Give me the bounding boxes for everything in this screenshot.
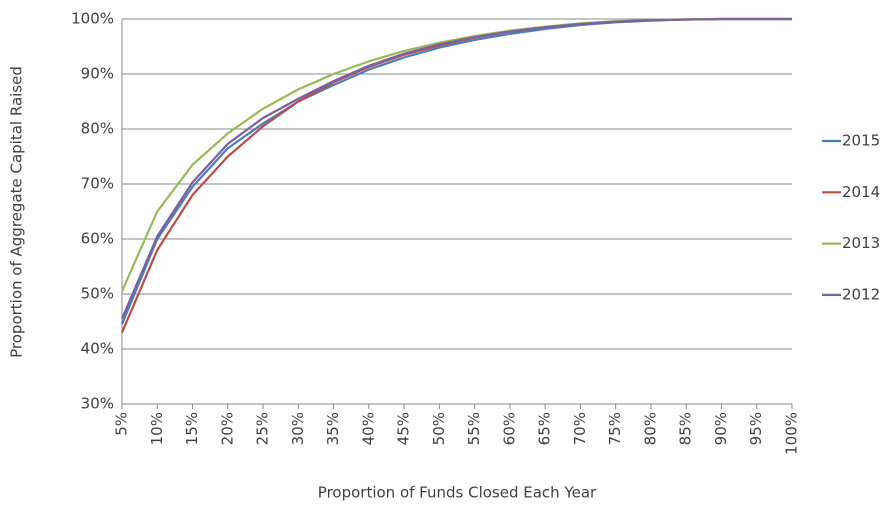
y-axis-title: Proportion of Aggregate Capital Raised	[8, 66, 26, 358]
series-line	[120, 17, 792, 333]
x-tick-label: 45%	[395, 412, 413, 445]
x-tick-label: 25%	[254, 412, 272, 445]
x-tick-label: 20%	[218, 412, 236, 445]
y-tick-label: 90%	[81, 65, 114, 83]
legend-label: 2014	[842, 183, 880, 201]
x-tick-label: 55%	[465, 412, 483, 445]
x-tick-label: 85%	[677, 412, 695, 445]
x-tick-label: 95%	[747, 412, 765, 445]
x-tick-label: 5%	[113, 412, 131, 436]
y-tick-label: 100%	[71, 10, 114, 28]
y-tick-label: 60%	[81, 230, 114, 248]
legend-label: 2015	[842, 132, 880, 150]
y-tick-label: 40%	[81, 340, 114, 358]
x-tick-label: 80%	[641, 412, 659, 445]
x-tick-label: 60%	[500, 412, 518, 445]
x-tick-label: 40%	[359, 412, 377, 445]
legend-label: 2012	[842, 285, 880, 303]
x-tick-label: 35%	[324, 412, 342, 445]
x-tick-label: 100%	[783, 412, 801, 455]
x-tick-label: 50%	[430, 412, 448, 445]
series-line	[120, 17, 792, 325]
y-tick-label: 80%	[81, 120, 114, 138]
series-line	[120, 17, 792, 320]
x-tick-label: 10%	[148, 412, 166, 445]
x-tick-label: 90%	[712, 412, 730, 445]
y-tick-label: 50%	[81, 285, 114, 303]
x-axis-title: Proportion of Funds Closed Each Year	[318, 484, 597, 502]
x-tick-label: 70%	[571, 412, 589, 445]
y-tick-label: 30%	[81, 395, 114, 413]
x-tick-label: 65%	[536, 412, 554, 445]
x-tick-label: 15%	[183, 412, 201, 445]
legend-label: 2013	[842, 234, 880, 252]
x-tick-label: 75%	[606, 412, 624, 445]
x-tick-label: 30%	[289, 412, 307, 445]
y-tick-label: 70%	[81, 175, 114, 193]
